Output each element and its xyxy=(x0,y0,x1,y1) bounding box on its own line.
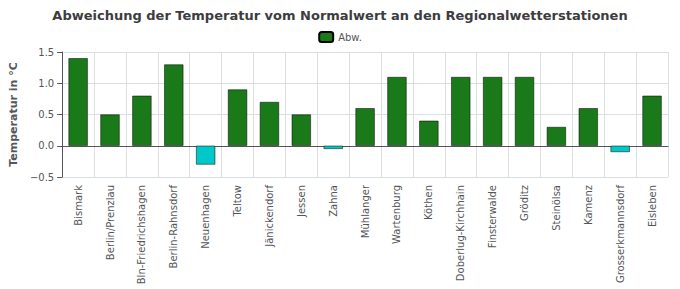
svg-text:Abw.: Abw. xyxy=(338,32,362,43)
svg-text:Gröditz: Gröditz xyxy=(519,185,530,221)
svg-text:Grosserkmannsdorf: Grosserkmannsdorf xyxy=(615,185,626,284)
svg-text:1.5: 1.5 xyxy=(38,47,54,58)
svg-text:Wartenburg: Wartenburg xyxy=(391,185,402,244)
svg-text:Bln-Friedrichshagen: Bln-Friedrichshagen xyxy=(136,185,147,284)
svg-text:0.0: 0.0 xyxy=(38,140,54,151)
svg-text:1.0: 1.0 xyxy=(38,78,54,89)
svg-text:Berlin-Rahnsdorf: Berlin-Rahnsdorf xyxy=(168,185,179,269)
svg-text:Bismark: Bismark xyxy=(73,185,84,226)
svg-text:Finsterwalde: Finsterwalde xyxy=(487,185,498,248)
svg-text:Köthen: Köthen xyxy=(423,185,434,220)
svg-text:Zahna: Zahna xyxy=(328,185,339,217)
svg-text:Berlin/Prenzlau: Berlin/Prenzlau xyxy=(105,185,116,260)
svg-text:Kamenz: Kamenz xyxy=(583,185,594,225)
svg-text:Eisleben: Eisleben xyxy=(647,185,658,227)
svg-text:Teltow: Teltow xyxy=(232,185,243,218)
svg-text:Abweichung der Temperatur vom: Abweichung der Temperatur vom Normalwert… xyxy=(52,8,627,23)
svg-text:−0.5: −0.5 xyxy=(30,172,54,183)
svg-text:Steinölsa: Steinölsa xyxy=(551,185,562,231)
svg-text:Jänickendorf: Jänickendorf xyxy=(264,185,275,248)
svg-text:Jessen: Jessen xyxy=(296,185,307,218)
svg-text:Temperatur in °C: Temperatur in °C xyxy=(7,62,20,167)
svg-text:Mühlanger: Mühlanger xyxy=(360,184,371,238)
svg-text:Doberlug-Kirchhain: Doberlug-Kirchhain xyxy=(455,185,466,281)
svg-text:Neuenhagen: Neuenhagen xyxy=(200,185,211,249)
svg-text:0.5: 0.5 xyxy=(38,109,54,120)
